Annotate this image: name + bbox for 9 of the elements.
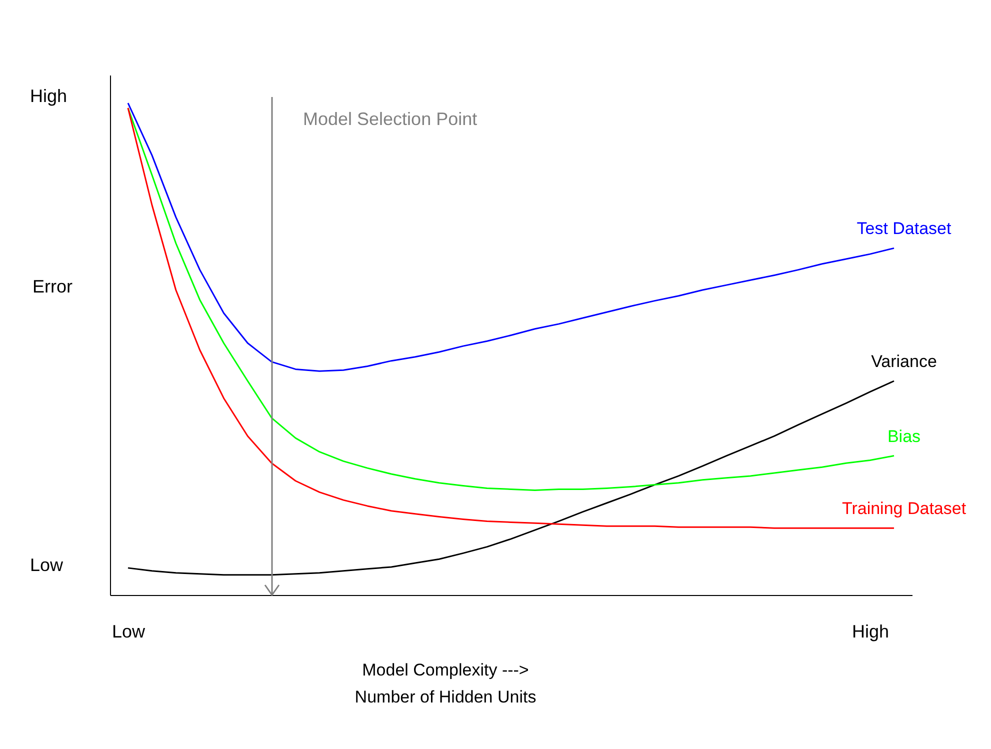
series-label: Bias [887, 426, 921, 446]
y-axis-title: Error [32, 276, 73, 296]
text: High [30, 86, 68, 106]
series-label: Test Dataset [856, 219, 952, 238]
series-label: Variance [871, 352, 937, 371]
text: Low [30, 555, 64, 575]
annotation: Model Selection Point [303, 109, 478, 129]
x-axis-title: Model Complexity ---> Number of Hidden Units [354, 660, 536, 706]
series-label: Training Dataset [842, 499, 966, 518]
